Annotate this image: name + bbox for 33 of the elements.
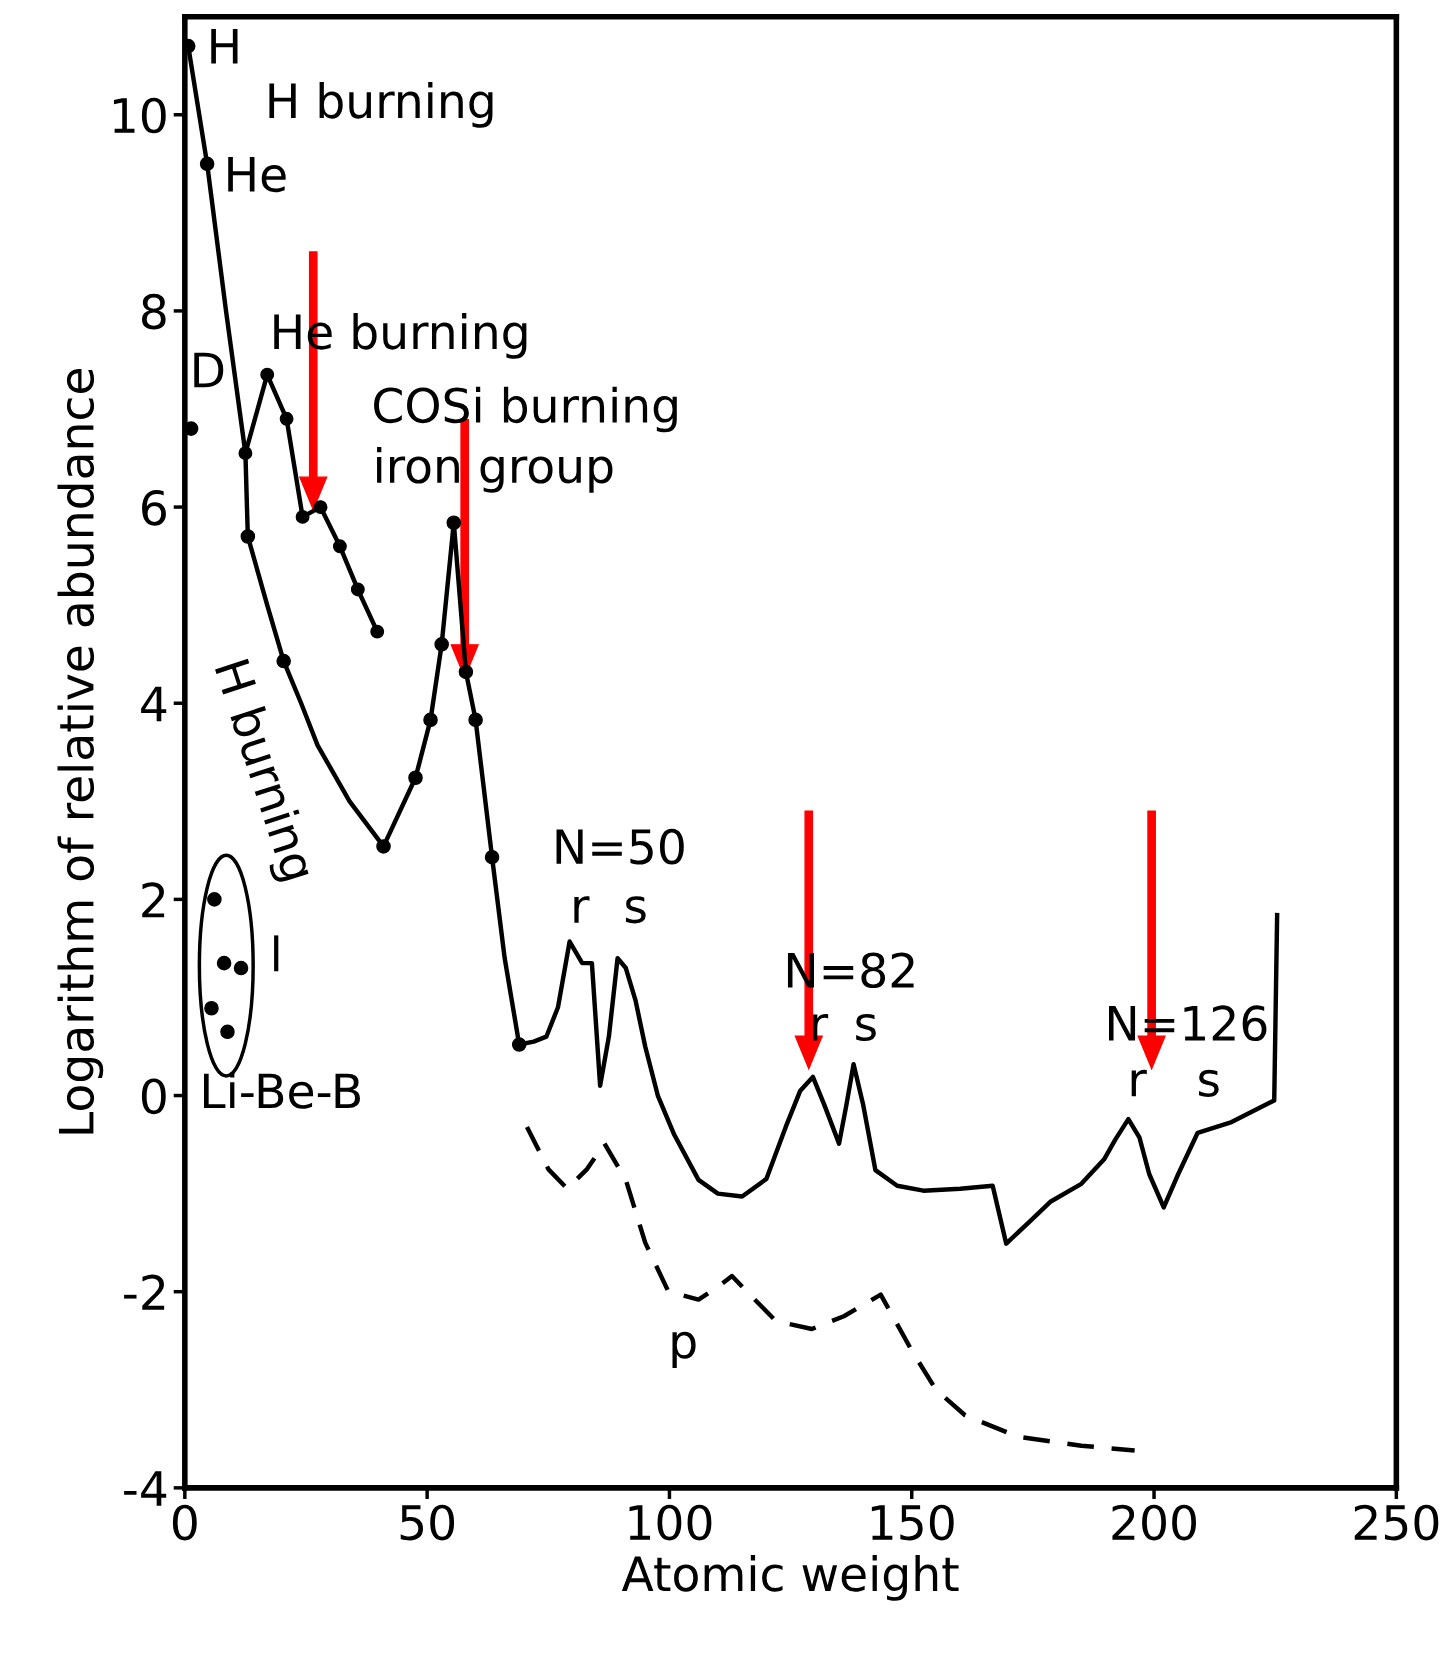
annotation: H burning — [269, 82, 493, 128]
annotation: COSi burning — [374, 386, 677, 433]
y-tick-label: -4 — [124, 1471, 167, 1506]
annotation: Li-Be-B — [204, 1072, 360, 1109]
annotation: s — [856, 1013, 876, 1042]
annotation: s — [625, 896, 646, 924]
annotation: iron group — [377, 446, 613, 493]
annotation: He — [228, 157, 286, 193]
y-tick-label: -2 — [124, 1274, 165, 1310]
x-tick-label: 50 — [400, 1504, 455, 1541]
x-tick-label: 0 — [172, 1504, 197, 1541]
annotation: l — [274, 935, 279, 972]
x-axis-title: Atomic weight — [621, 1555, 959, 1601]
annotation: D — [194, 352, 224, 388]
x-tick-label: 150 — [871, 1504, 954, 1541]
annotation: H burning — [205, 658, 319, 885]
y-axis-title: Logarithm of relative abundance — [57, 369, 104, 1134]
annotation: r — [1131, 1069, 1147, 1097]
x-tick-label: 100 — [629, 1504, 712, 1541]
annotation: H — [211, 29, 238, 64]
y-tick-label: 6 — [142, 489, 166, 526]
y-tick-label: 4 — [141, 686, 167, 722]
x-tick-label: 250 — [1354, 1504, 1439, 1541]
annotation: r — [813, 1013, 829, 1041]
y-tick-label: 10 — [113, 97, 166, 134]
annotation: N=50 — [556, 828, 684, 865]
y-tick-label: 8 — [142, 293, 166, 330]
y-tick-label: 0 — [141, 1078, 166, 1115]
annotation: s — [1199, 1069, 1219, 1097]
annotation: p — [672, 1331, 696, 1368]
x-tick-label: 200 — [1112, 1504, 1196, 1541]
annotation: r — [574, 896, 590, 923]
y-tick-label: 2 — [142, 882, 165, 918]
